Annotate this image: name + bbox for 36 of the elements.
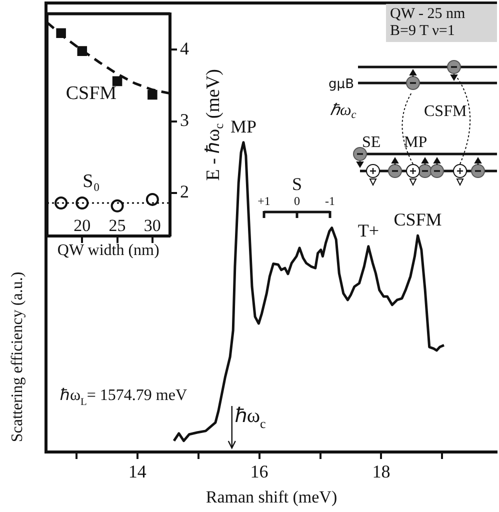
point <box>56 28 66 38</box>
x-tick-label: 20 <box>74 216 91 235</box>
point <box>148 90 158 100</box>
annotation: MP <box>404 134 428 151</box>
y-tick-label: 3 <box>180 110 189 130</box>
x-tick-label: 14 <box>128 462 146 482</box>
text: gμB <box>328 77 354 92</box>
series-label: CSFM <box>66 83 117 104</box>
annotation: -1 <box>325 194 335 208</box>
text: QW - 25 nm <box>390 6 466 23</box>
series-label: S₀ <box>82 170 100 192</box>
point <box>146 192 159 206</box>
y-axis-title: E - ℏωc (meV) <box>202 69 226 181</box>
annotation: MP <box>230 116 256 136</box>
x-tick-label: 25 <box>108 216 126 235</box>
annotation: S <box>292 174 302 194</box>
point <box>77 46 88 56</box>
x-tick-label: 18 <box>372 462 390 482</box>
x-tick-label: 16 <box>250 462 268 482</box>
y-axis-title: Scattering efficiency (a.u.) <box>9 272 26 442</box>
annotation: 0 <box>294 194 300 208</box>
y-tick-label: 2 <box>180 182 189 202</box>
point <box>54 196 68 210</box>
annotation: SE <box>362 134 381 151</box>
annotation: +1 <box>258 194 270 208</box>
y-tick-label: 4 <box>180 38 189 58</box>
point <box>110 199 124 212</box>
text: B=9 T ν=1 <box>390 23 456 40</box>
x-tick-label: 30 <box>144 216 161 235</box>
point <box>76 196 89 210</box>
annotation: T+ <box>358 220 379 240</box>
x-axis-title: Raman shift (meV) <box>206 487 338 506</box>
annotation: CSFM <box>394 210 442 230</box>
point <box>112 76 122 86</box>
text: ℏω$_{c}$ <box>330 102 356 122</box>
text: CSFM <box>424 103 467 120</box>
